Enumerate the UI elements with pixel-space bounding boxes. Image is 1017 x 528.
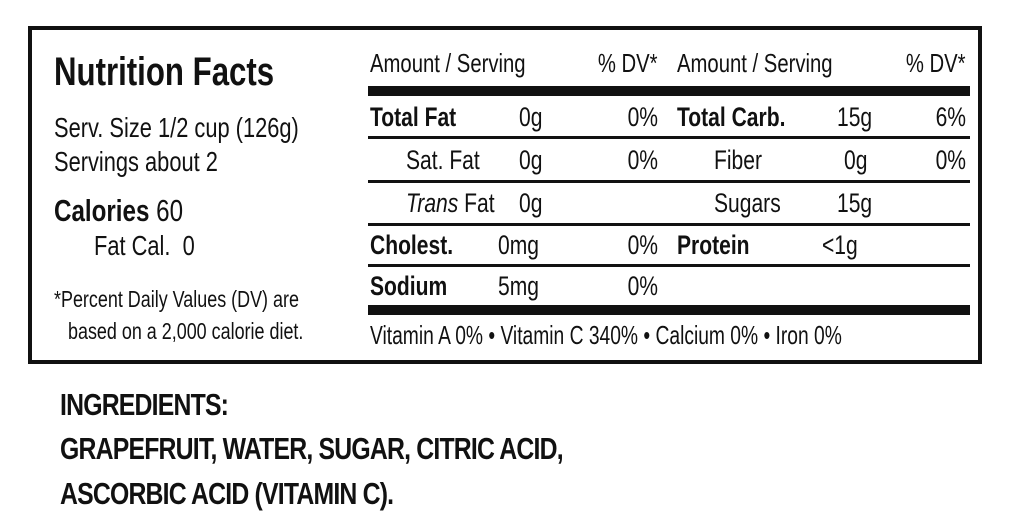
sat-fat-amount: 0g (519, 145, 543, 175)
fiber-dv: 0% (935, 145, 966, 175)
fiber-label: Fiber (714, 145, 762, 175)
sat-fat-label: Sat. Fat (406, 145, 480, 175)
trans-fat-amount: 0g (519, 188, 543, 218)
fiber-amount: 0g (844, 145, 868, 175)
total-carb-amount: 15g (837, 102, 873, 132)
thick-rule-top (368, 86, 970, 96)
total-carb-dv: 6% (935, 102, 966, 132)
cholesterol-label: Cholest. (370, 230, 454, 260)
sat-fat-dv: 0% (627, 145, 658, 175)
sodium-amount: 5mg (498, 271, 539, 301)
header-amount-right: Amount / Serving (677, 48, 833, 78)
thick-rule-bottom (368, 305, 970, 315)
total-carb-label: Total Carb. (677, 102, 786, 132)
header-dv-left: % DV* (598, 48, 658, 78)
servings-per-container: Servings about 2 (54, 146, 218, 177)
header-amount-left: Amount / Serving (370, 48, 526, 78)
calories: Calories 60 (54, 193, 184, 228)
total-fat-label: Total Fat (370, 102, 457, 132)
header-dv-right: % DV* (906, 48, 966, 78)
protein-amount: <1g (822, 230, 858, 260)
vitamins-minerals: Vitamin A 0% • Vitamin C 340% • Calcium … (370, 320, 842, 350)
sugars-amount: 15g (837, 188, 873, 218)
row-divider (368, 223, 970, 226)
protein-label: Protein (677, 230, 750, 260)
total-fat-amount: 0g (519, 102, 543, 132)
row-divider (368, 180, 970, 183)
sugars-label: Sugars (714, 188, 781, 218)
ingredients-line-1: GRAPEFRUIT, WATER, SUGAR, CITRIC ACID, (60, 431, 564, 466)
ingredients-line-2: ASCORBIC ACID (VITAMIN C). (60, 476, 394, 511)
fat-calories: Fat Cal. 0 (94, 230, 195, 261)
footnote-line-2: based on a 2,000 calorie diet. (68, 318, 304, 344)
sodium-label: Sodium (370, 271, 448, 301)
trans-fat-label: Trans Fat (406, 188, 495, 218)
nutrition-facts-title: Nutrition Facts (54, 50, 275, 94)
ingredients-heading: INGREDIENTS: (60, 387, 229, 422)
cholesterol-dv: 0% (627, 230, 658, 260)
row-divider (368, 264, 970, 267)
row-divider (368, 136, 970, 139)
footnote-line-1: *Percent Daily Values (DV) are (54, 286, 299, 312)
cholesterol-amount: 0mg (498, 230, 539, 260)
total-fat-dv: 0% (627, 102, 658, 132)
sodium-dv: 0% (627, 271, 658, 301)
serving-size: Serv. Size 1/2 cup (126g) (54, 112, 299, 143)
nutrition-facts-panel: Nutrition Facts Serv. Size 1/2 cup (126g… (28, 26, 982, 364)
